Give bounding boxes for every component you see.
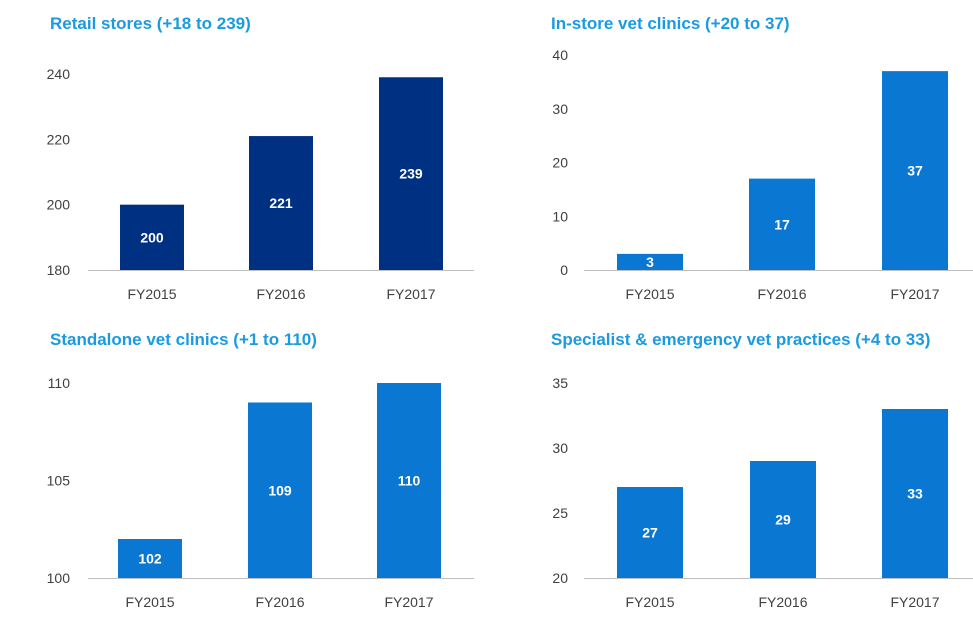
x-category-label: FY2017 (890, 286, 939, 302)
bar-fy2017 (377, 383, 441, 578)
chart-title: Standalone vet clinics (+1 to 110) (50, 330, 317, 349)
y-tick-label: 30 (552, 101, 568, 117)
bar-fy2016 (749, 178, 815, 270)
y-tick-label: 20 (552, 570, 568, 586)
data-label: 110 (398, 473, 421, 489)
x-category-label: FY2016 (256, 286, 305, 302)
x-category-label: FY2017 (386, 286, 435, 302)
bar-fy2015 (617, 487, 683, 578)
y-tick-label: 10 (552, 208, 568, 224)
y-tick-label: 220 (47, 131, 71, 147)
y-tick-label: 100 (47, 570, 71, 586)
x-category-label: FY2016 (757, 286, 806, 302)
data-label: 221 (269, 195, 293, 211)
y-tick-label: 20 (552, 155, 568, 171)
y-tick-label: 40 (552, 47, 568, 63)
chart-panel-standalone-vet-clinics: Standalone vet clinics (+1 to 110) 100 10… (0, 313, 486, 627)
y-tick-label: 180 (47, 262, 71, 278)
data-label: 27 (642, 525, 658, 541)
x-category-label: FY2015 (127, 286, 176, 302)
bar-fy2016 (249, 136, 313, 270)
bar-chart-retail-stores: 180 200 220 240 200 FY2015 221 FY2016 239 FY2017 (47, 66, 474, 302)
x-category-label: FY2017 (890, 594, 939, 610)
y-tick-label: 30 (552, 440, 568, 456)
y-tick-label: 110 (48, 375, 71, 391)
data-label: 3 (646, 254, 654, 270)
chart-panel-specialist-emergency-vet: Specialist & emergency vet practices (+4… (486, 313, 973, 627)
bar-fy2015 (617, 253, 683, 270)
data-label: 102 (138, 551, 162, 567)
x-category-label: FY2015 (625, 286, 674, 302)
x-category-label: FY2015 (125, 594, 174, 610)
bar-fy2015 (118, 539, 182, 578)
bar-fy2017 (882, 409, 948, 578)
x-category-label: FY2016 (255, 594, 304, 610)
chart-title: In-store vet clinics (+20 to 37) (551, 14, 790, 33)
x-category-label: FY2016 (758, 594, 807, 610)
data-label: 17 (774, 216, 790, 232)
bar-chart-in-store-vet-clinics: 0 10 20 30 40 3 FY2015 17 FY2016 37 FY2017 (552, 47, 973, 302)
chart-title: Retail stores (+18 to 239) (50, 14, 251, 33)
y-tick-label: 0 (560, 262, 568, 278)
y-tick-label: 200 (47, 197, 71, 213)
data-label: 33 (907, 486, 923, 502)
x-category-label: FY2015 (625, 594, 674, 610)
chart-panel-retail-stores: Retail stores (+18 to 239) 180 200 220 240 2… (0, 0, 486, 313)
x-category-label: FY2017 (384, 594, 433, 610)
bar-chart-specialist-emergency-vet: 20 25 30 35 27 FY2015 29 FY2016 33 FY2017 (552, 375, 973, 610)
y-tick-label: 240 (47, 66, 71, 82)
data-label: 109 (268, 482, 292, 498)
chart-panel-in-store-vet-clinics: In-store vet clinics (+20 to 37) 0 10 20 30… (486, 0, 973, 313)
data-label: 29 (775, 512, 791, 528)
data-label: 37 (907, 163, 923, 179)
y-tick-label: 105 (47, 473, 71, 489)
bar-fy2017 (379, 77, 443, 271)
bar-fy2016 (248, 402, 312, 578)
y-tick-label: 35 (552, 375, 568, 391)
y-tick-label: 25 (552, 505, 568, 521)
bar-chart-standalone-vet-clinics: 100 105 110 102 FY2015 109 FY2016 110 FY2017 (47, 375, 474, 610)
data-label: 239 (399, 166, 423, 182)
bar-fy2015 (120, 204, 184, 270)
bar-fy2016 (750, 461, 816, 578)
data-label: 200 (140, 229, 164, 245)
chart-title: Specialist & emergency vet practices (+4… (551, 330, 931, 349)
bar-fy2017 (882, 71, 948, 270)
